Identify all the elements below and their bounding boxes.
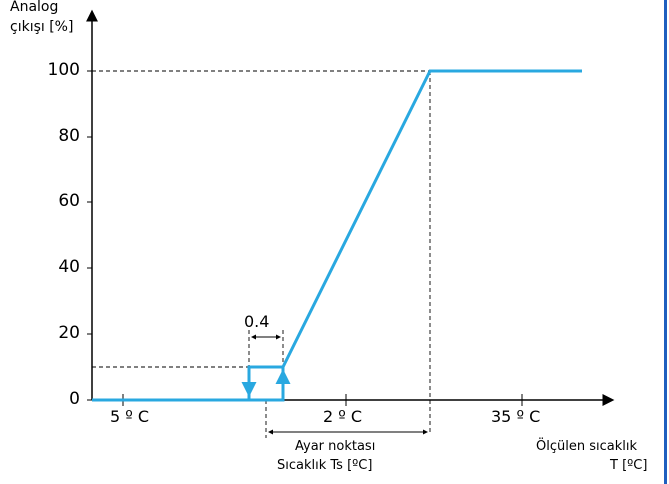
segment-label-right: 35 º C — [491, 407, 541, 426]
segment-label-left: 5 º C — [110, 407, 150, 426]
setpoint-label-line1: Ayar noktası — [295, 439, 376, 454]
frame-border — [664, 0, 667, 484]
guide-lines — [92, 70, 431, 438]
y-axis-label-line2: çıkışı [%] — [10, 19, 74, 35]
setpoint-label-line2: Sıcaklık Ts [ºC] — [277, 458, 373, 473]
y-tick-label: 0 — [69, 389, 80, 409]
y-tick-label: 60 — [58, 191, 80, 211]
y-ticks — [87, 70, 92, 401]
y-tick-label: 100 — [47, 60, 80, 80]
y-tick-label: 20 — [58, 323, 80, 343]
hysteresis-lower-step — [247, 365, 283, 400]
y-axis-label-line1: Analog — [10, 0, 59, 15]
x-axis-label-line1: Ölçülen sıcaklık — [536, 439, 637, 454]
x-axis-label-line2: T [ºC] — [610, 458, 648, 473]
segment-label-middle: 2 º C — [323, 407, 363, 426]
hysteresis-label: 0.4 — [244, 312, 270, 331]
output-curve — [92, 69, 582, 402]
y-tick-label: 40 — [58, 257, 80, 277]
y-tick-label: 80 — [58, 126, 80, 146]
